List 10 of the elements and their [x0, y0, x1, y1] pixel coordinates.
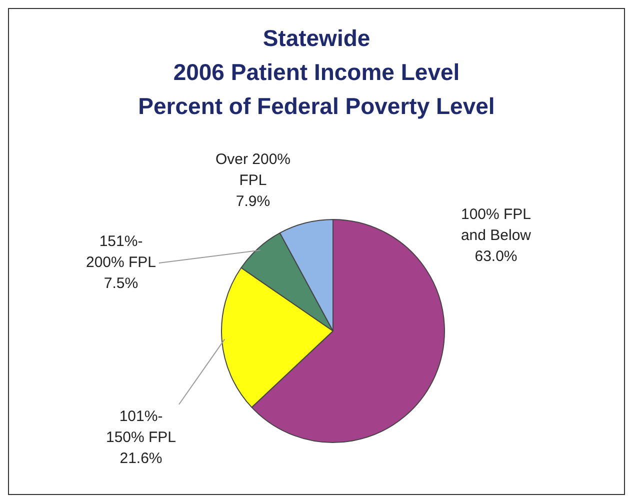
data-label: 63.0% [474, 248, 518, 266]
slice-label: 151%-200% FPL [86, 233, 156, 272]
chart-title: Statewide [262, 24, 370, 53]
slice-label: 101%-150% FPL [106, 408, 176, 446]
data-label: 7.5% [104, 275, 138, 292]
slice-label: 100% FPL and Below [460, 206, 532, 244]
data-label: 21.6% [120, 450, 162, 468]
data-label: 7.9% [236, 193, 270, 210]
slice-label: Over 200% FPL [215, 151, 291, 190]
chart-subtitle: 2006 Patient Income Level Percent of Federal Poverty Level [137, 58, 496, 121]
